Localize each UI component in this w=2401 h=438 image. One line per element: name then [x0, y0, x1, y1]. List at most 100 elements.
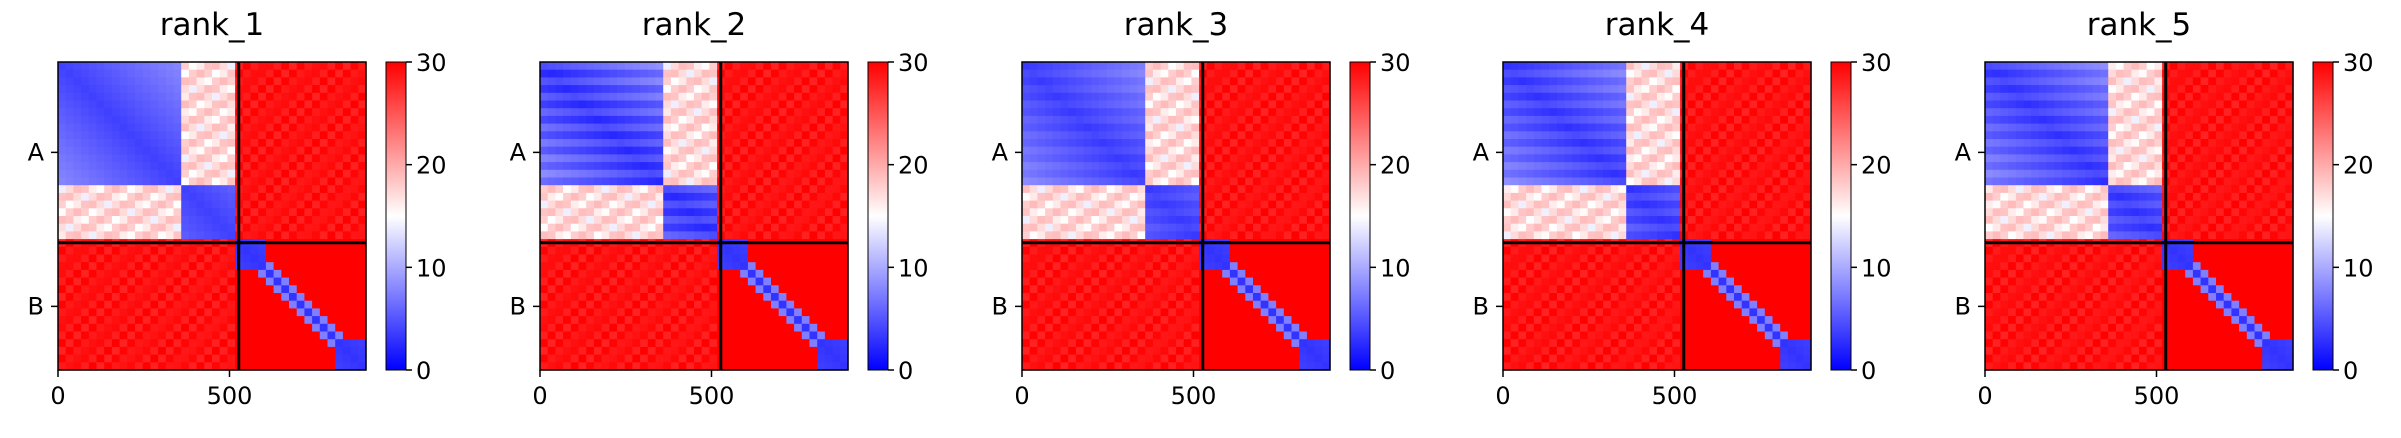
heatmap-cell	[1718, 77, 1727, 86]
heatmap-cell	[135, 77, 144, 86]
heatmap-cell	[281, 246, 290, 256]
heatmap-cell	[250, 69, 259, 78]
heatmap-cell	[763, 346, 772, 356]
heatmap-cell	[740, 300, 749, 309]
heatmap-cell	[358, 293, 367, 302]
heatmap-cell	[1122, 339, 1131, 348]
heatmap-cell	[663, 246, 672, 256]
heatmap-cell	[701, 254, 710, 263]
heatmap-cell	[342, 146, 352, 155]
heatmap-cell	[747, 192, 757, 202]
heatmap-cell	[794, 85, 803, 94]
heatmap-cell	[1314, 354, 1323, 363]
heatmap-cell	[563, 308, 572, 317]
heatmap-cell	[1168, 216, 1177, 225]
heatmap-cell	[158, 146, 167, 155]
heatmap-cell	[312, 200, 321, 209]
heatmap-cell	[709, 108, 718, 117]
heatmap-cell	[312, 346, 321, 356]
heatmap-cell	[127, 216, 136, 225]
heatmap-cell	[1229, 339, 1239, 348]
heatmap-cell	[563, 293, 572, 302]
heatmap-cell	[824, 246, 834, 256]
heatmap-cell	[832, 331, 841, 340]
heatmap-cell	[678, 69, 687, 78]
colorbar	[1349, 61, 1371, 371]
heatmap-cell	[1152, 346, 1162, 356]
heatmap-cell	[1083, 223, 1092, 232]
heatmap-cell	[127, 316, 136, 325]
heatmap-cell	[778, 208, 787, 217]
heatmap-cell	[809, 123, 818, 132]
heatmap-cell	[1168, 108, 1177, 117]
heatmap-cell	[158, 185, 167, 194]
heatmap-cell	[1268, 208, 1277, 217]
heatmap-cell	[58, 85, 67, 94]
heatmap-cell	[204, 300, 213, 309]
heatmap-cell	[1099, 277, 1108, 286]
heatmap-cell	[265, 246, 275, 256]
heatmap-cell	[647, 200, 657, 209]
heatmap-cell	[578, 139, 587, 148]
heatmap-cell	[58, 293, 67, 302]
heatmap-cell	[58, 277, 67, 286]
heatmap-cell	[663, 139, 672, 148]
heatmap-cell	[640, 69, 649, 78]
heatmap-cell	[1260, 362, 1269, 371]
heatmap-cell	[181, 216, 190, 225]
heatmap-cell	[88, 146, 98, 155]
colorbar-tick-label: 20	[416, 152, 447, 180]
heatmap-cell	[824, 146, 834, 155]
heatmap-cell	[763, 92, 772, 102]
heatmap-cell	[1075, 169, 1085, 179]
heatmap-cell	[547, 254, 556, 263]
heatmap-cell	[794, 254, 803, 263]
heatmap-cell	[801, 77, 811, 86]
heatmap-cell	[740, 346, 749, 356]
heatmap-cell	[273, 92, 282, 102]
heatmap-cell	[724, 354, 734, 363]
heatmap-cell	[609, 285, 618, 294]
heatmap-cell	[686, 62, 695, 71]
heatmap-cell	[640, 131, 649, 140]
heatmap-cell	[142, 316, 151, 325]
heatmap-cell	[1283, 139, 1293, 148]
heatmap-cell	[1322, 223, 1331, 232]
heatmap-cell	[1222, 277, 1231, 286]
heatmap-cell	[1045, 62, 1054, 71]
heatmap-cell	[1214, 123, 1223, 132]
heatmap-cell	[786, 77, 795, 86]
heatmap-cell	[242, 346, 252, 356]
heatmap-cell	[204, 339, 213, 348]
heatmap-cell	[732, 123, 741, 132]
heatmap-cell	[1068, 300, 1077, 309]
heatmap-cell	[555, 246, 564, 256]
heatmap-cell	[212, 108, 221, 117]
heatmap-cell	[794, 346, 803, 356]
heatmap-cell	[540, 200, 549, 209]
heatmap-cell	[678, 185, 687, 194]
heatmap-cell	[1306, 200, 1316, 209]
heatmap-cell	[1206, 100, 1216, 109]
heatmap-cell	[65, 246, 74, 256]
heatmap-cell	[694, 131, 703, 140]
heatmap-cell	[342, 139, 352, 148]
heatmap-cell	[794, 177, 803, 186]
heatmap-cell	[647, 131, 657, 140]
heatmap-cell	[1029, 331, 1038, 340]
heatmap-cell	[824, 154, 834, 163]
heatmap-cell	[1145, 208, 1154, 217]
heatmap-cell	[150, 139, 159, 148]
heatmap-cell	[1214, 92, 1223, 102]
heatmap-cell	[624, 231, 633, 240]
heatmap-cell	[555, 162, 564, 171]
heatmap-cell	[1268, 339, 1277, 348]
heatmap-cell	[1160, 300, 1169, 309]
heatmap-cell	[273, 308, 282, 317]
heatmap-cell	[1106, 262, 1115, 271]
heatmap-cell	[555, 177, 564, 186]
heatmap-cell	[586, 354, 595, 363]
heatmap-cell	[547, 123, 556, 132]
heatmap-cell	[1168, 92, 1177, 102]
heatmap-cell	[1245, 285, 1254, 294]
